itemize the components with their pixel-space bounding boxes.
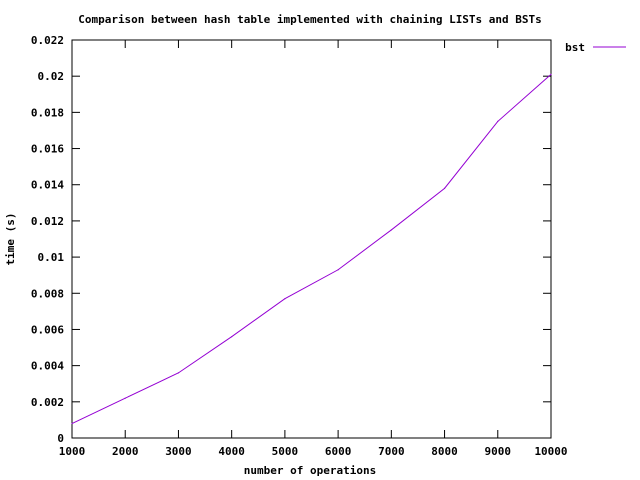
y-tick-label: 0.012 [31, 215, 64, 228]
data-point-bst [177, 372, 180, 374]
y-tick-label: 0.01 [38, 251, 65, 264]
legend-label-bst: bst [565, 41, 585, 54]
y-tick-label: 0 [57, 432, 64, 445]
chart-title: Comparison between hash table implemente… [78, 13, 542, 26]
x-tick-label: 10000 [534, 445, 567, 458]
y-tick-label: 0.004 [31, 360, 64, 373]
y-tick-label: 0.006 [31, 323, 64, 336]
data-point-bst [337, 269, 339, 271]
data-point-bst [390, 229, 392, 231]
y-tick-label: 0.002 [31, 396, 64, 409]
series-layer [71, 73, 552, 425]
x-tick-label: 5000 [272, 445, 299, 458]
data-point-bst [284, 298, 286, 300]
plot-frame [71, 39, 552, 439]
y-tick-label: 0.016 [31, 143, 64, 156]
x-tick-label: 7000 [378, 445, 405, 458]
data-point-bst [71, 422, 73, 425]
y-tick-label: 0.014 [31, 179, 64, 192]
x-tick-label: 6000 [325, 445, 352, 458]
data-point-bst [443, 187, 446, 189]
x-tick-label: 2000 [112, 445, 139, 458]
data-point-bst [231, 336, 233, 338]
axis-ticks: 0 0.002 0.004 0.006 0.008 0.01 0.012 0.014 0.016… [31, 34, 568, 458]
series-line-bst [71, 73, 552, 424]
data-point-bst [550, 73, 552, 75]
x-tick-label: 3000 [165, 445, 192, 458]
legend: bst [565, 41, 626, 54]
y-tick-label: 0.008 [31, 287, 64, 300]
y-axis-label: time (s) [4, 213, 17, 266]
y-tick-label: 0.02 [38, 70, 65, 83]
data-point-bst [124, 397, 126, 399]
y-tick-label: 0.022 [31, 34, 64, 47]
x-tick-label: 4000 [218, 445, 245, 458]
data-point-bst [497, 120, 499, 123]
x-tick-label: 8000 [431, 445, 458, 458]
x-tick-label: 1000 [59, 445, 86, 458]
x-axis-label: number of operations [244, 464, 376, 477]
x-tick-label: 9000 [485, 445, 512, 458]
y-tick-label: 0.018 [31, 106, 64, 119]
